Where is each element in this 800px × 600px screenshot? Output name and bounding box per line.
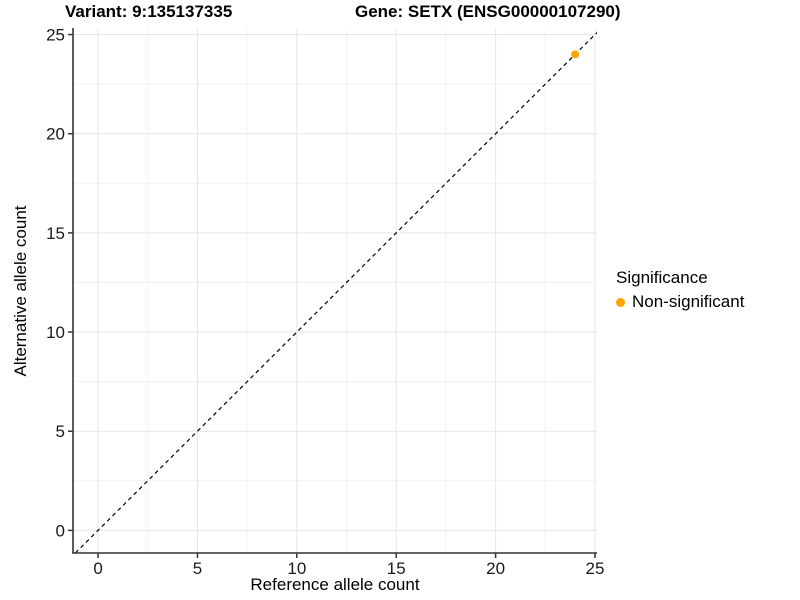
y-tick-label: 25 (46, 26, 65, 45)
x-tick-label: 25 (586, 559, 605, 578)
legend-title: Significance (616, 268, 708, 287)
legend: Significance Non-significant (616, 268, 744, 312)
identity-reference-line (74, 32, 598, 554)
y-tick-label: 0 (56, 521, 65, 540)
y-tick-label: 10 (46, 323, 65, 342)
gene-title: Gene: SETX (ENSG00000107290) (355, 2, 621, 21)
y-tick-label: 20 (46, 125, 65, 144)
x-axis-title: Reference allele count (250, 575, 420, 594)
variant-title: Variant: 9:135137335 (65, 2, 233, 21)
legend-point-icon (616, 297, 625, 307)
x-tick-label: 20 (486, 559, 505, 578)
y-tick-label: 15 (46, 224, 65, 243)
data-point (571, 50, 580, 59)
legend-item-label: Non-significant (632, 292, 745, 311)
x-tick-label: 15 (387, 559, 406, 578)
x-tick-label: 5 (193, 559, 202, 578)
x-tick-label: 0 (93, 559, 102, 578)
y-tick-label: 5 (56, 422, 65, 441)
x-tick-label: 10 (287, 559, 306, 578)
legend-item-non-significant: Non-significant (616, 292, 744, 312)
